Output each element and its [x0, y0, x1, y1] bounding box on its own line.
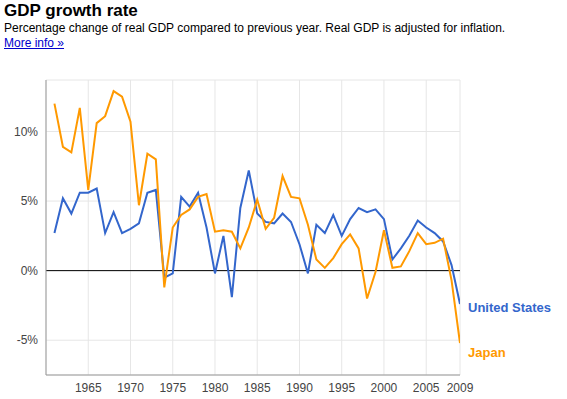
svg-text:United States: United States: [468, 300, 551, 315]
svg-text:2000: 2000: [371, 381, 398, 395]
svg-text:1970: 1970: [117, 381, 144, 395]
svg-text:2005: 2005: [413, 381, 440, 395]
svg-text:Japan: Japan: [468, 345, 506, 360]
html-text:GDP growth rate: GDP growth rate: [4, 1, 138, 20]
svg-text:10%: 10%: [14, 125, 38, 139]
svg-text:1975: 1975: [159, 381, 186, 395]
svg-text:1995: 1995: [328, 381, 355, 395]
svg-text:1985: 1985: [244, 381, 271, 395]
svg-text:1980: 1980: [202, 381, 229, 395]
svg-text:2009: 2009: [447, 381, 474, 395]
html-text:More info »: More info »: [4, 36, 64, 50]
svg-text:1990: 1990: [286, 381, 313, 395]
svg-text:1965: 1965: [75, 381, 102, 395]
svg-text:0%: 0%: [21, 264, 39, 278]
svg-text:-5%: -5%: [17, 333, 39, 347]
html-text:Percentage change of real GDP: Percentage change of real GDP compared t…: [4, 21, 506, 35]
svg-text:5%: 5%: [21, 194, 39, 208]
